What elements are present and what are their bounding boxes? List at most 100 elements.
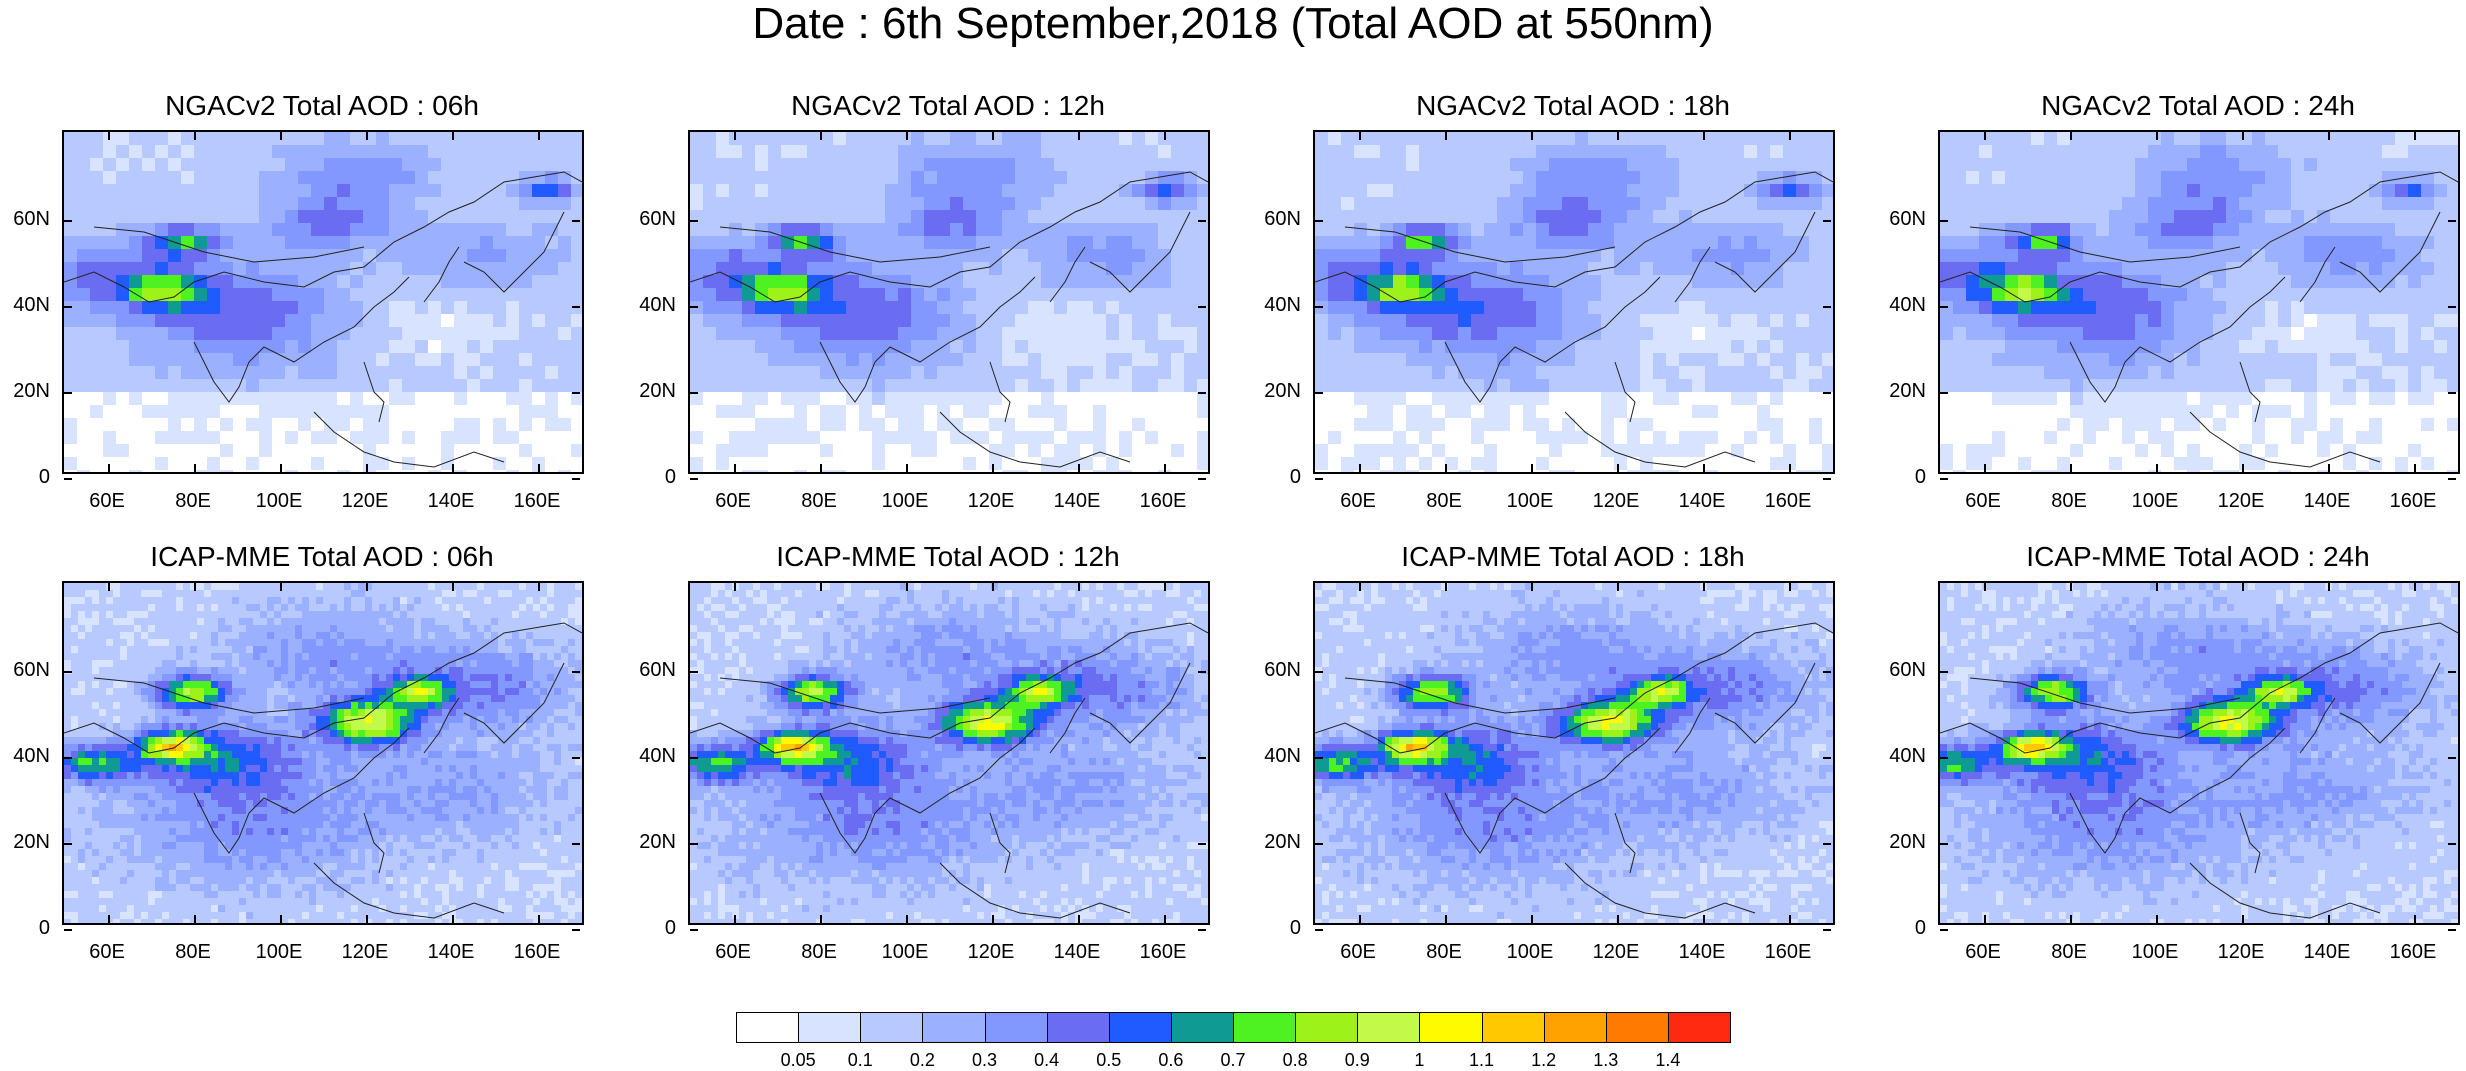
aod-cell [1028,379,1041,392]
aod-cell [350,301,363,314]
aod-cell [2148,418,2161,431]
aod-cell [571,249,582,262]
aod-cell [1028,184,1041,197]
aod-cell [90,457,103,470]
aod-cell [1796,145,1809,158]
aod-cell [519,197,532,210]
aod-cell [1705,158,1718,171]
aod-cell [2213,314,2226,327]
aod-cell [155,444,168,457]
aod-cell [2447,405,2458,418]
aod-cell [545,249,558,262]
aod-cell [1002,457,1015,470]
aod-cell [1757,340,1770,353]
aod-cell [1770,262,1783,275]
aod-cell [937,262,950,275]
aod-cell [1367,418,1380,431]
aod-cell [794,405,807,418]
aod-cell [2317,197,2330,210]
aod-map [62,581,584,925]
aod-cell [71,611,78,618]
aod-cell [898,236,911,249]
aod-cell [1158,327,1171,340]
aod-cell [1666,197,1679,210]
aod-cell [794,327,807,340]
aod-cell [1119,431,1132,444]
aod-cell [2291,314,2304,327]
aod-cell [233,470,246,472]
aod-cell [1992,366,2005,379]
aod-cell [324,418,337,431]
aod-cell [1458,249,1471,262]
aod-cell [2044,392,2057,405]
aod-cell [344,611,351,618]
aod-cell [1575,457,1588,470]
aod-cell [113,611,120,618]
aod-cell [421,597,428,604]
aod-cell [1315,210,1328,223]
aod-cell [729,353,742,366]
lon-tick-label: 140E [1678,490,1726,512]
aod-cell [92,611,99,618]
aod-cell [1614,301,1627,314]
aod-cell [1328,301,1341,314]
aod-cell [1627,171,1640,184]
aod-cell [298,314,311,327]
aod-cell [1445,353,1458,366]
aod-cell [2434,392,2447,405]
aod-cell [1562,132,1575,145]
aod-cell [2434,340,2447,353]
aod-cell [1953,405,1966,418]
aod-cell [1640,314,1653,327]
aod-cell [937,366,950,379]
aod-cell [415,457,428,470]
lon-tick-label: 140E [1053,490,1101,512]
aod-cell [386,597,393,604]
aod-cell [1666,314,1679,327]
aod-cell [415,444,428,457]
aod-cell [415,223,428,236]
aod-cell [1341,236,1354,249]
aod-cell [885,158,898,171]
aod-cell [363,431,376,444]
aod-cell [1731,288,1744,301]
aod-cell [1744,158,1757,171]
aod-cell [729,418,742,431]
aod-cell [2187,418,2200,431]
aod-cell [1770,301,1783,314]
aod-cell [233,236,246,249]
aod-cell [1093,210,1106,223]
aod-cell [1731,301,1744,314]
aod-cell [233,145,246,158]
aod-cell [2187,184,2200,197]
aod-cell [169,583,176,590]
aod-cell [1536,249,1549,262]
aod-cell [2421,314,2434,327]
aod-cell [358,611,365,618]
aod-cell [116,431,129,444]
aod-cell [1002,366,1015,379]
aod-cell [1966,470,1979,472]
aod-cell [1315,288,1328,301]
aod-cell [1614,327,1627,340]
aod-cell [477,611,484,618]
aod-cell [1783,340,1796,353]
aod-cell [2005,171,2018,184]
aod-cell [64,583,71,590]
aod-cell [330,597,337,604]
aod-cell [1809,223,1822,236]
aod-cell [1979,158,1992,171]
aod-cell [2070,158,2083,171]
aod-cell [259,145,272,158]
aod-cell [1171,431,1184,444]
aod-cell [1601,327,1614,340]
aod-cell [768,431,781,444]
tick-mark [572,478,580,480]
aod-cell [742,327,755,340]
aod-cell [872,379,885,392]
aod-cell [272,275,285,288]
aod-cell [2018,431,2031,444]
aod-cell [285,340,298,353]
aod-cell [272,353,285,366]
aod-cell [716,366,729,379]
